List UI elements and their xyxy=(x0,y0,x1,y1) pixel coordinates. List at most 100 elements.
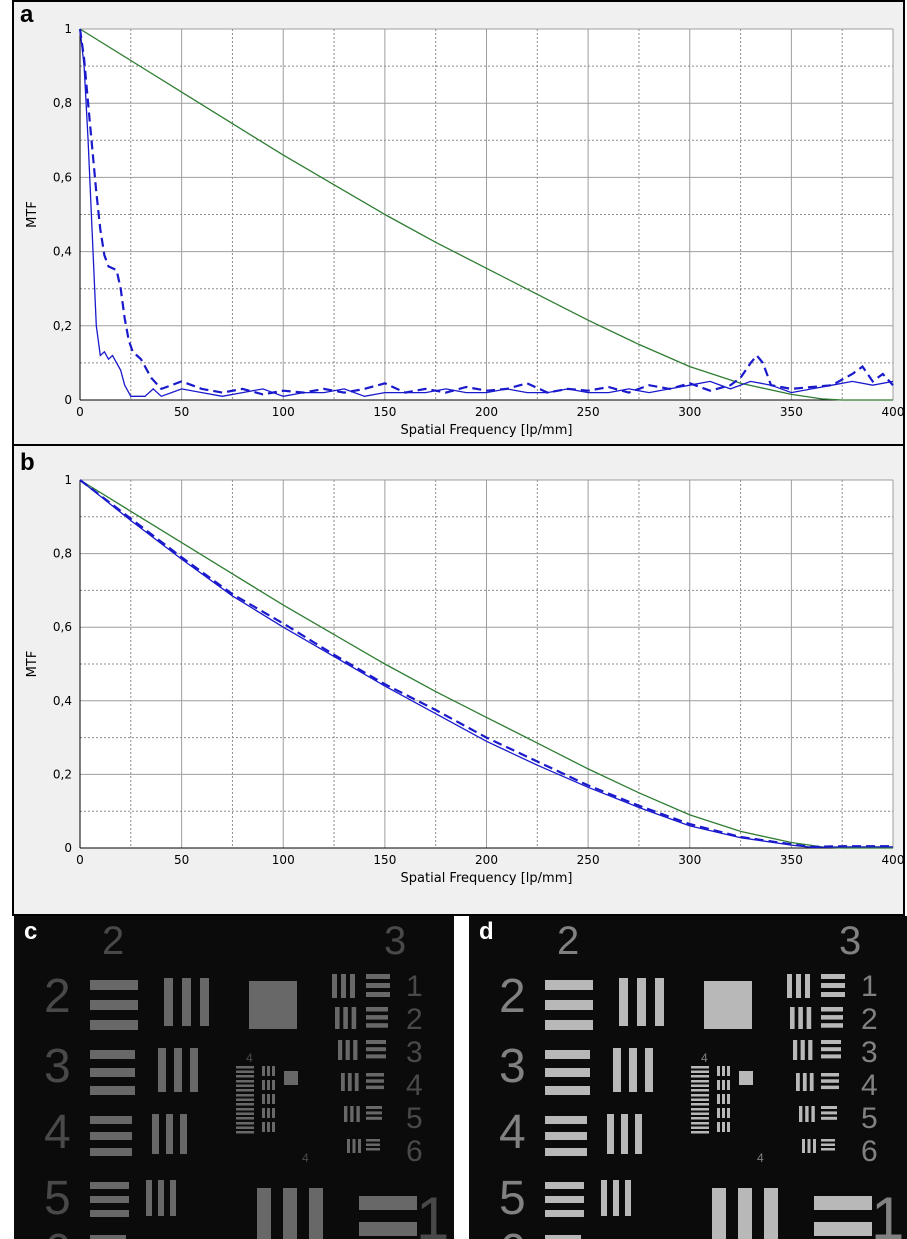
target-inner-bar xyxy=(267,1080,270,1090)
y-axis-title: MTF xyxy=(25,201,40,228)
target-right-number: 5 xyxy=(406,1102,423,1135)
y-tick-label: 1 xyxy=(64,22,72,36)
target-right-number: 3 xyxy=(861,1036,878,1069)
target-hbar-small xyxy=(366,1007,388,1012)
target-hbar xyxy=(545,1086,590,1095)
target-vbar xyxy=(166,1114,173,1154)
target-right-number: 1 xyxy=(861,970,878,1003)
target-vbar-small xyxy=(813,1139,816,1153)
target-vbar-small xyxy=(338,1040,343,1060)
target-inner-number: 4 xyxy=(302,1151,309,1165)
target-hbar-small xyxy=(821,1116,837,1120)
target-inner-bar xyxy=(717,1066,720,1076)
target-vbar-small xyxy=(347,1073,352,1091)
target-vbar xyxy=(152,1114,159,1154)
x-tick-label: 400 xyxy=(882,405,905,419)
target-vbar-small xyxy=(345,1040,350,1060)
target-inner-bar xyxy=(236,1103,254,1106)
target-hbar-small xyxy=(821,1139,835,1142)
target-group-number: 5 xyxy=(499,1172,526,1225)
target-hbar-small xyxy=(366,1079,384,1083)
target-pattern-d: 2323456123456441 xyxy=(499,919,904,1239)
target-vbar xyxy=(190,1048,198,1092)
target-vbar-small xyxy=(802,1073,807,1091)
target-group-number: 4 xyxy=(499,1106,526,1159)
target-vbar-small xyxy=(358,1139,361,1153)
y-tick-label: 0,4 xyxy=(53,245,72,259)
target-inner-bar xyxy=(236,1066,254,1069)
target-inner-number: 4 xyxy=(246,1051,253,1065)
target-inner-bar xyxy=(236,1070,254,1073)
target-inner-bar xyxy=(727,1122,730,1132)
target-hbar-small xyxy=(366,1040,386,1044)
target-large-vbar xyxy=(764,1188,778,1239)
target-vbar-small xyxy=(787,974,792,998)
x-tick-label: 100 xyxy=(272,405,295,419)
target-hbar-small xyxy=(366,1148,380,1151)
target-inner-square xyxy=(739,1071,753,1085)
target-group-number: 2 xyxy=(499,970,526,1023)
target-large-hbar xyxy=(814,1222,872,1236)
target-inner-bar xyxy=(236,1117,254,1120)
target-inner-bar xyxy=(236,1080,254,1083)
target-inner-bar xyxy=(691,1112,709,1115)
target-vbar xyxy=(619,978,628,1026)
target-inner-square xyxy=(284,1071,298,1085)
target-group-number: 5 xyxy=(44,1172,71,1225)
target-hbar-small xyxy=(821,1073,839,1077)
target-vbar xyxy=(158,1048,166,1092)
target-vbar xyxy=(200,978,209,1026)
target-vbar-small xyxy=(793,1040,798,1060)
target-hbar xyxy=(545,1182,584,1189)
target-hbar-small xyxy=(821,1023,843,1028)
target-vbar xyxy=(635,1114,642,1154)
target-hbar-small xyxy=(821,1054,841,1059)
target-hbar-small xyxy=(366,1116,382,1120)
target-inner-bar xyxy=(691,1117,709,1120)
target-hbar-small xyxy=(366,1054,386,1059)
target-group-number: 4 xyxy=(44,1106,71,1159)
target-hbar-small xyxy=(366,1139,380,1142)
target-right-number: 6 xyxy=(861,1135,878,1168)
target-hbar xyxy=(90,1148,132,1156)
target-square xyxy=(704,981,752,1029)
target-inner-bar xyxy=(691,1066,709,1069)
target-group-number: 3 xyxy=(44,1040,71,1093)
target-right-number: 4 xyxy=(406,1069,423,1102)
target-vbar xyxy=(629,1048,637,1092)
series-line-1 xyxy=(78,28,894,396)
target-vbar-small xyxy=(351,1007,357,1029)
target-inner-bar xyxy=(717,1108,720,1118)
x-tick-label: 0 xyxy=(76,405,84,419)
target-vbar xyxy=(170,1180,176,1216)
target-vbar-small xyxy=(800,1040,805,1060)
target-inner-bar xyxy=(262,1108,265,1118)
target-hbar-small xyxy=(821,1106,837,1109)
target-inner-bar xyxy=(691,1126,709,1129)
target-inner-bar xyxy=(727,1080,730,1090)
target-inner-bar xyxy=(691,1084,709,1087)
target-right-number: 1 xyxy=(406,970,423,1003)
target-group-number: 3 xyxy=(499,1040,526,1093)
target-vbar-small xyxy=(790,1007,795,1029)
target-inner-bar xyxy=(236,1126,254,1129)
target-hbar-small xyxy=(821,1007,843,1012)
target-hbar-small xyxy=(366,1047,386,1052)
target-inner-bar xyxy=(272,1122,275,1132)
target-inner-bar xyxy=(236,1094,254,1097)
target-vbar xyxy=(621,1114,628,1154)
target-hbar-small xyxy=(821,1085,839,1090)
target-hbar-small xyxy=(366,1015,388,1020)
target-vbar xyxy=(655,978,664,1026)
x-tick-label: 50 xyxy=(174,853,189,867)
target-hbar xyxy=(545,1068,590,1077)
target-hbar xyxy=(90,1182,129,1189)
target-vbar-small xyxy=(802,1139,805,1153)
target-vbar xyxy=(637,978,646,1026)
target-hbar xyxy=(90,1020,138,1030)
target-large-hbar xyxy=(359,1222,417,1236)
target-hbar-small xyxy=(821,1040,841,1044)
target-vbar xyxy=(607,1114,614,1154)
target-inner-bar xyxy=(262,1122,265,1132)
target-hbar-small xyxy=(821,974,845,979)
